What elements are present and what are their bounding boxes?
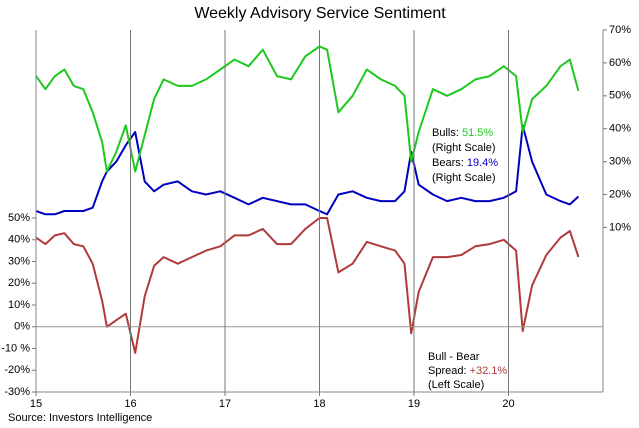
y2-tick-label: 30%: [609, 156, 631, 168]
x-tick-label: 18: [313, 398, 325, 410]
ann-note: (Right Scale): [432, 142, 496, 154]
y2-tick-label: 10%: [609, 221, 631, 233]
ann-value: 51.5%: [462, 127, 493, 139]
annotation-bulls: Bulls: 51.5% (Right Scale): [432, 127, 496, 154]
series-line: [35, 124, 580, 216]
y2-tick-label: 70%: [609, 24, 631, 36]
y2-tick-label: 50%: [609, 90, 631, 102]
svg-text:Bears: 19.4%: Bears: 19.4%: [432, 157, 498, 169]
x-tick-label: 17: [219, 398, 231, 410]
x-tick-label: 20: [502, 398, 514, 410]
y-tick-label: 40%: [8, 234, 30, 246]
y-tick-label: 0%: [14, 321, 30, 333]
x-tick-label: 15: [30, 398, 42, 410]
y-tick-label: 10%: [8, 299, 30, 311]
y2-tick-label: 20%: [609, 188, 631, 200]
ann-note: (Right Scale): [432, 172, 496, 184]
y-tick-label: 50%: [8, 212, 30, 224]
y2-tick-label: 40%: [609, 123, 631, 135]
ann-value: +32.1%: [470, 365, 508, 377]
ann-note: (Left Scale): [428, 379, 484, 391]
annotation-spread: Bull - Bear Spread: +32.1% (Left Scale): [428, 351, 507, 391]
svg-text:Spread: +32.1%: Spread: +32.1%: [428, 365, 507, 377]
series-line: [35, 45, 580, 173]
ann-label: Bulls:: [432, 127, 459, 139]
y-tick-label: -30%: [4, 386, 30, 398]
ann-value: 19.4%: [467, 157, 498, 169]
y-tick-label: 20%: [8, 277, 30, 289]
ann-label: Bears:: [432, 157, 464, 169]
ann-series: Bull - Bear: [428, 351, 480, 363]
series-line: [35, 217, 580, 354]
chart-title: Weekly Advisory Service Sentiment: [194, 5, 446, 22]
y-tick-label: -10 %: [1, 342, 30, 354]
y2-tick-label: 60%: [609, 57, 631, 69]
ann-label: Spread:: [428, 365, 467, 377]
x-tick-label: 19: [408, 398, 420, 410]
svg-text:Bulls: 51.5%: Bulls: 51.5%: [432, 127, 493, 139]
source: Source: Investors Intelligence: [8, 412, 152, 424]
x-tick-label: 16: [124, 398, 136, 410]
annotation-bears: Bears: 19.4% (Right Scale): [432, 157, 498, 184]
y-tick-label: -20%: [4, 364, 30, 376]
y-tick-label: 30%: [8, 255, 30, 267]
